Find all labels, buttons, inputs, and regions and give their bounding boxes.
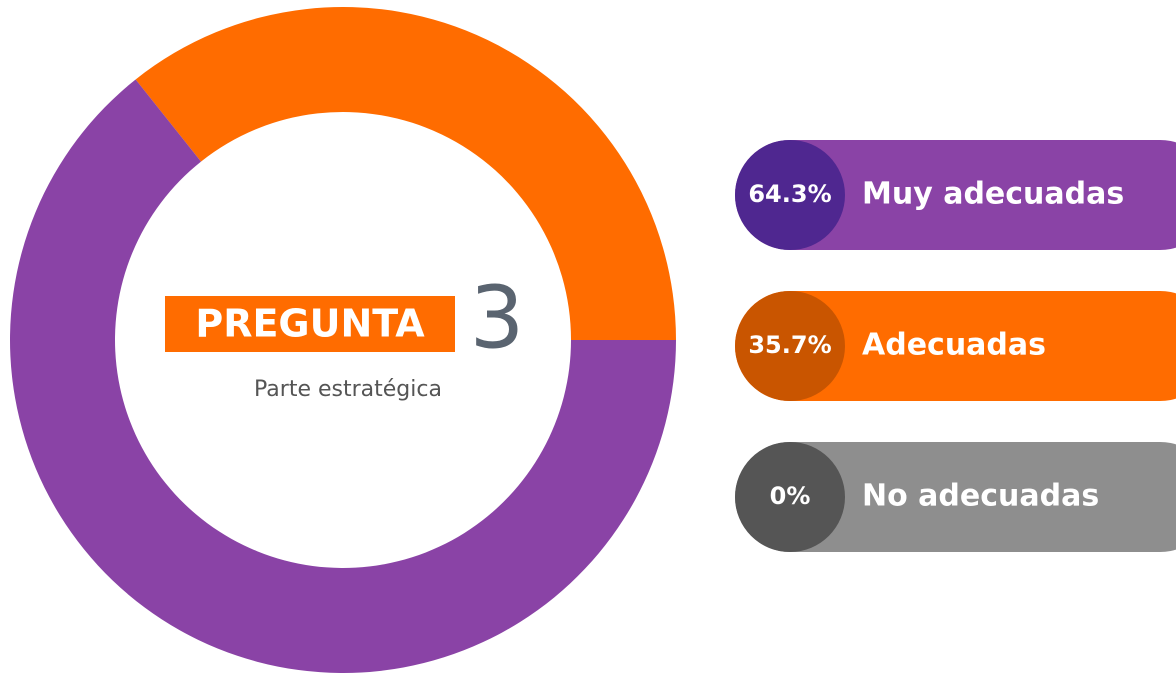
legend-badge <box>735 442 845 552</box>
legend-pill <box>735 140 1176 250</box>
legend-value: 0% <box>770 482 811 510</box>
title-number: 3 <box>470 268 525 368</box>
legend-value: 35.7% <box>748 331 831 359</box>
chart-title: PREGUNTA <box>195 302 425 346</box>
subtitle: Parte estratégica <box>254 377 442 402</box>
legend-label: Muy adecuadas <box>862 177 1124 212</box>
legend-badge <box>735 140 845 250</box>
title-box <box>165 296 455 352</box>
legend-pill <box>735 442 1176 552</box>
legend-pill <box>735 291 1176 401</box>
legend-value: 64.3% <box>748 180 831 208</box>
legend-label: Adecuadas <box>862 328 1046 363</box>
donut-slice <box>135 7 676 341</box>
legend-badge <box>735 291 845 401</box>
legend-label: No adecuadas <box>862 479 1099 514</box>
donut-slice <box>9 79 677 673</box>
